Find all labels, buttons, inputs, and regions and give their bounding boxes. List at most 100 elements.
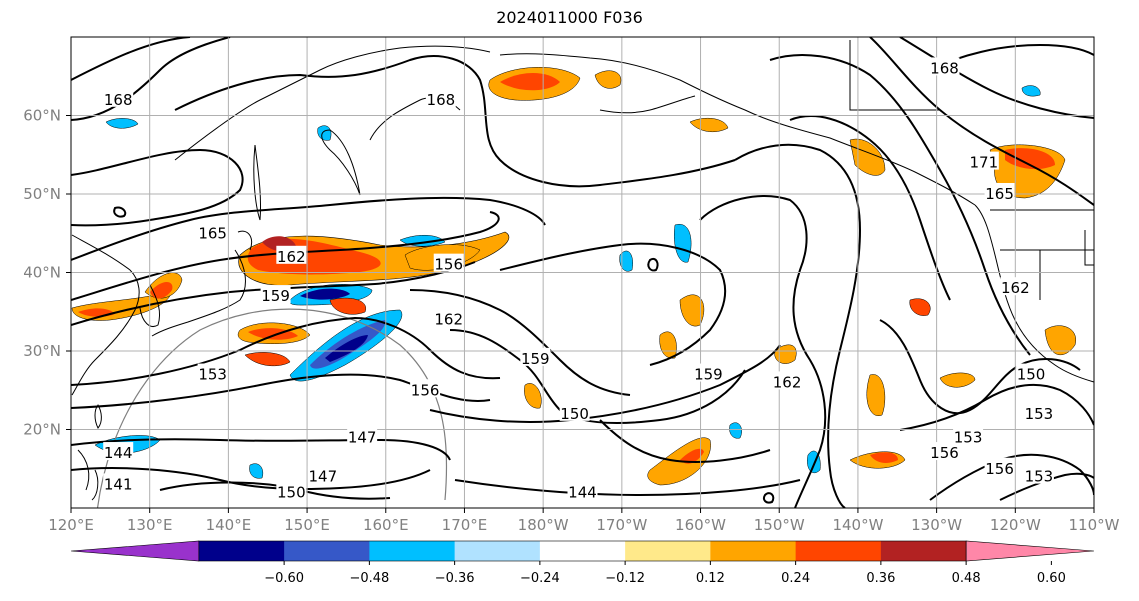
lon-tick-label: 140°E	[206, 516, 252, 534]
colorbar-tick-label: 0.48	[952, 571, 981, 586]
lat-tick-labels: 20°N 30°N 40°N 50°N 60°N	[23, 107, 71, 439]
contour-label: 144	[104, 444, 133, 462]
contour-label: 162	[1001, 279, 1030, 297]
contour-label-bg	[307, 465, 338, 484]
contour-line	[429, 344, 781, 423]
lon-tick-label: 150°E	[284, 516, 330, 534]
contour-line	[769, 54, 1031, 356]
contour-line	[869, 37, 1094, 206]
shading-orange-bc	[849, 138, 886, 176]
contour-line	[71, 316, 501, 386]
contour-line	[454, 479, 801, 497]
contour-label-bg	[103, 442, 134, 461]
contour-label: 156	[930, 444, 959, 462]
contour-line	[599, 419, 771, 463]
colorbar: −0.60 −0.48 −0.36 −0.24 −0.12 0.12 0.24 0.36 0.4…	[70, 540, 1095, 586]
contour-line	[999, 472, 1094, 501]
contour-label-bg	[1023, 402, 1054, 421]
contour-label: 159	[694, 366, 723, 384]
contour-label-bg	[347, 426, 378, 445]
lon-tick-label: 170°E	[442, 516, 488, 534]
shading-orange-s3	[329, 297, 366, 315]
contour-line	[71, 37, 231, 121]
contour-label-bg	[433, 308, 464, 327]
colorbar-segment	[880, 541, 967, 561]
contour-label: 162	[277, 248, 306, 266]
gray-ring	[97, 308, 448, 508]
shading-orange-cp6	[939, 372, 976, 388]
shading-red-nwcanada	[1005, 148, 1055, 170]
contour-label: 153	[954, 428, 983, 446]
contour-label-bg	[953, 426, 984, 445]
coastline-russia-far-east	[174, 45, 491, 161]
contour-line	[174, 55, 736, 188]
shading-orange-cp3	[866, 374, 886, 416]
contour-line	[71, 37, 191, 81]
lon-tick-label: 160°W	[675, 516, 726, 534]
colorbar-segment	[625, 541, 711, 561]
colorbar-segment	[795, 541, 882, 561]
shading-orange-cp2	[659, 331, 677, 359]
contour-label: 153	[1025, 405, 1054, 423]
contour-label-bg	[425, 88, 456, 107]
contour-label: 147	[348, 428, 377, 446]
contour-label-bg	[197, 222, 228, 241]
contour-label-bg	[520, 347, 551, 366]
contour-label-bg	[1023, 465, 1054, 484]
lon-tick-label: 130°E	[127, 516, 173, 534]
contour-label: 159	[261, 287, 290, 305]
contour-line	[71, 261, 476, 326]
shading-blue-small9	[249, 463, 264, 479]
colorbar-tick-label: −0.48	[349, 571, 389, 586]
contour-label-bg	[260, 285, 291, 304]
shading-orange-cp1	[679, 294, 705, 327]
contour-label: 156	[434, 256, 463, 274]
coastline-kamchatka	[321, 129, 361, 196]
contour-line	[929, 453, 1094, 501]
shading-orange-cp8	[1044, 325, 1077, 356]
coastline-sakhalin	[253, 144, 262, 221]
colorbar-segment	[539, 541, 626, 561]
contour-label: 165	[198, 224, 227, 242]
contour-label: 156	[985, 460, 1014, 478]
contour-label: 168	[930, 59, 959, 77]
contour-label-bg	[567, 481, 598, 500]
lon-tick-label: 140°W	[832, 516, 883, 534]
shading-orange-cp10	[774, 344, 797, 364]
shading-blue-small6	[317, 125, 332, 141]
lat-tick-label: 40°N	[23, 264, 61, 282]
colorbar-extend-max	[965, 540, 1095, 562]
shading-orange-gulf	[689, 117, 729, 133]
shading-blue-small10	[729, 422, 742, 439]
lon-tick-label: 110°W	[1069, 516, 1120, 534]
lon-tick-label: 150°W	[754, 516, 805, 534]
lat-tick-label: 30°N	[23, 342, 61, 360]
contour-line	[409, 289, 631, 396]
contour-label-bg	[929, 442, 960, 461]
contour-line	[762, 492, 775, 504]
colorbar-tick-label: −0.36	[435, 571, 475, 586]
shading-blue-small7	[105, 118, 139, 129]
colorbar-extend-min	[70, 540, 200, 562]
contour-label-bg	[410, 379, 441, 398]
contour-label: 153	[198, 366, 227, 384]
lon-tick-label: 170°W	[596, 516, 647, 534]
contour-label-bg	[968, 151, 999, 170]
contour-label-bg	[929, 57, 960, 76]
lon-tick-label: 120°E	[48, 516, 94, 534]
contour-label: 171	[970, 154, 999, 172]
coastline-alaska	[499, 53, 976, 206]
contour-label: 144	[568, 483, 597, 501]
contour-line	[647, 258, 659, 272]
colorbar-segment	[198, 541, 285, 561]
contour-label: 162	[434, 311, 463, 329]
contour-line	[789, 115, 951, 301]
shading-orange-cp7	[909, 298, 931, 316]
colorbar-tick-label: 0.36	[866, 571, 895, 586]
shading-red-cp5	[870, 452, 898, 463]
contour-label-bg	[103, 88, 134, 107]
contour-line	[699, 195, 827, 508]
coastline-taiwan	[94, 404, 102, 429]
